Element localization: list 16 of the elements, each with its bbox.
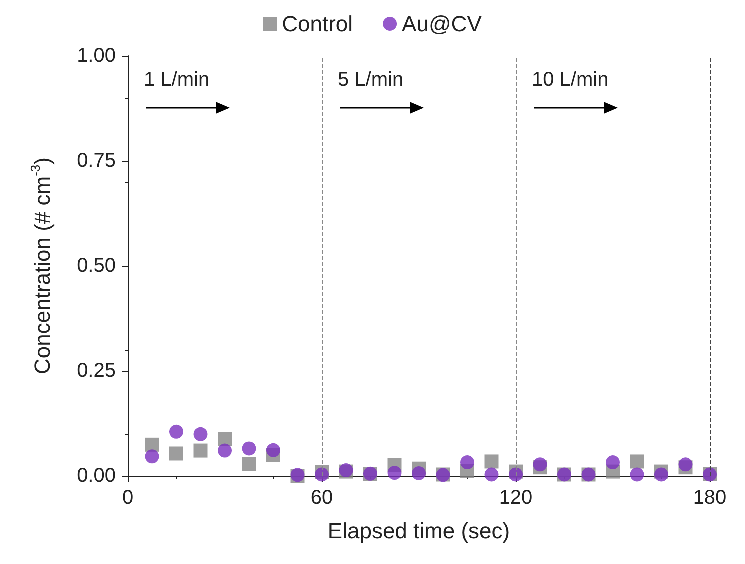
y-axis-title: Concentration (# cm-3) <box>28 158 55 374</box>
x-tick-label: 60 <box>310 487 334 509</box>
y-tick-label: 1.00 <box>77 45 116 67</box>
legend-label: Au@CV <box>402 12 482 36</box>
y-tick-label: 0.00 <box>77 465 116 487</box>
x-tick-label: 180 <box>693 487 727 509</box>
annotation: 10 L/min <box>532 69 609 91</box>
annotation: 5 L/min <box>338 69 404 91</box>
legend-label: Control <box>282 12 354 36</box>
x-axis-title: Elapsed time (sec) <box>328 518 510 544</box>
x-tick-label: 120 <box>499 487 533 509</box>
annotation: 1 L/min <box>144 69 210 91</box>
y-tick-label: 0.50 <box>77 255 116 277</box>
y-tick-label: 0.75 <box>77 150 116 172</box>
y-tick-label: 0.25 <box>77 360 116 382</box>
x-tick-label: 0 <box>122 487 134 509</box>
